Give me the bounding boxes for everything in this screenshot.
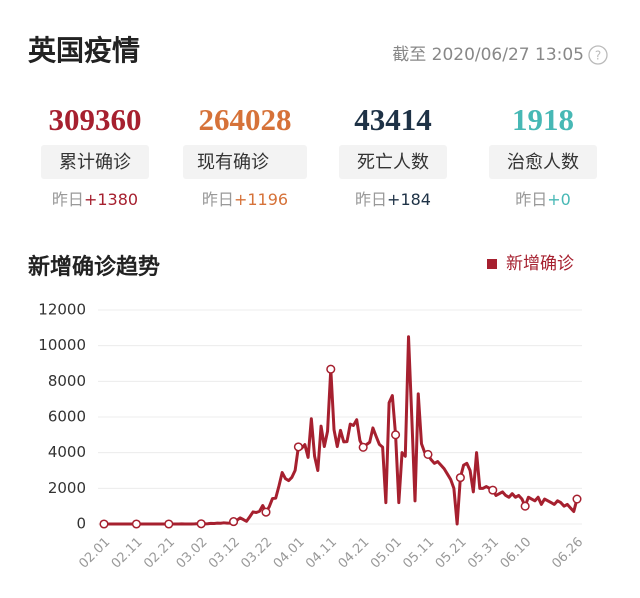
x-tick-label: 04.11 [303,535,340,572]
svg-text:?: ? [595,49,601,63]
delta-prefix: 昨日 [355,190,387,209]
x-tick-label: 02.21 [141,535,178,572]
point-marker [520,501,530,511]
stat-delta: 昨日+1196 [202,190,288,209]
stat-value: 264028 [199,102,292,137]
series-line [104,335,579,526]
delta-prefix: 昨日 [202,190,234,209]
stat-label-box [339,145,447,179]
y-tick-label: 4000 [48,443,86,461]
x-tick-label: 03.12 [206,535,243,572]
delta-value: +0 [547,190,571,209]
legend-label: 新增确诊 [506,254,574,274]
x-tick-label: 05.11 [400,535,437,572]
point-marker [358,442,368,452]
page-title: 英国疫情 [28,34,140,67]
x-tick-label: 06.26 [549,535,586,572]
point-marker [131,519,141,529]
stat-label-box [183,145,307,179]
delta-value: +1196 [234,190,288,209]
delta-prefix: 昨日 [52,190,84,209]
chart-title: 新增确诊趋势 [28,254,160,280]
y-tick-label: 12000 [38,301,86,319]
point-marker [196,519,206,529]
stat-label: 现有确诊 [197,152,269,173]
y-tick-label: 2000 [48,479,86,497]
y-tick-label: 8000 [48,372,86,390]
point-marker [164,519,174,529]
y-tick-label: 10000 [38,336,86,354]
y-tick-label: 0 [76,515,86,533]
x-tick-label: 02.01 [76,535,113,572]
stat-delta: 昨日+184 [355,190,431,209]
stat-value: 1918 [512,102,574,137]
y-tick-label: 6000 [48,408,86,426]
point-marker [229,517,239,527]
point-marker [391,430,401,440]
stat-delta: 昨日+0 [515,190,571,209]
point-marker [293,442,303,452]
x-tick-label: 03.02 [174,535,211,572]
stat-delta: 昨日+1380 [52,190,138,209]
x-tick-label: 05.21 [433,535,470,572]
update-time: 截至 2020/06/27 13:05 [392,45,584,65]
stat-label-box [489,145,597,179]
point-marker [423,449,433,460]
legend-swatch [487,259,497,269]
point-marker [99,519,109,529]
x-tick-label: 04.01 [271,535,308,572]
delta-value: +1380 [84,190,138,209]
x-tick-label: 05.01 [368,535,405,572]
stat-label: 治愈人数 [507,152,579,173]
x-tick-label: 06.10 [498,535,535,572]
stat-label-box [41,145,149,179]
x-tick-label: 04.21 [336,535,373,572]
info-icon[interactable]: ? [588,45,608,65]
point-marker [488,485,498,495]
delta-prefix: 昨日 [515,190,547,209]
delta-value: +184 [387,190,431,209]
x-tick-label: 05.31 [465,535,502,572]
stat-label: 死亡人数 [357,152,429,173]
point-marker [261,507,271,517]
point-marker [326,364,336,374]
stat-value: 309360 [49,102,142,137]
stat-label: 累计确诊 [59,152,131,173]
x-tick-label: 03.22 [238,535,275,572]
stat-value: 43414 [354,102,432,137]
x-tick-label: 02.11 [109,535,146,572]
point-marker [455,473,465,483]
point-marker [572,494,582,504]
